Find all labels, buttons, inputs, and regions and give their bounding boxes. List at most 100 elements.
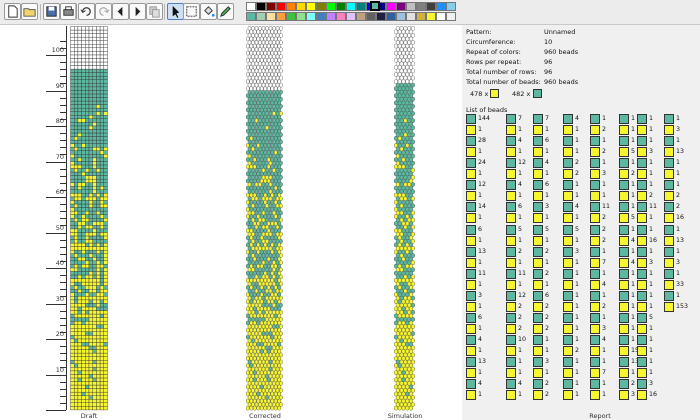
bead-cell[interactable] [279, 381, 283, 386]
bead-cell[interactable] [268, 196, 273, 201]
bead-cell[interactable] [260, 199, 264, 205]
bead-cell[interactable] [253, 242, 257, 248]
bead-cell[interactable] [99, 189, 105, 194]
bead-cell[interactable] [85, 171, 90, 176]
bead-cell[interactable] [96, 104, 101, 109]
bead-cell[interactable] [261, 231, 266, 237]
bead-cell[interactable] [77, 210, 82, 215]
bead-cell[interactable] [77, 331, 82, 336]
bead-cell[interactable] [70, 225, 75, 230]
bead-cell[interactable] [251, 302, 255, 308]
bead-cell[interactable] [247, 331, 252, 336]
bead-cell[interactable] [103, 299, 108, 304]
bead-cell[interactable] [246, 207, 250, 212]
bead-cell[interactable] [96, 246, 101, 251]
bead-cell[interactable] [249, 349, 253, 354]
bead-cell[interactable] [247, 210, 252, 216]
bead-cell[interactable] [85, 313, 90, 318]
bead-cell[interactable] [267, 242, 271, 248]
bead-cell[interactable] [85, 100, 90, 105]
bead-cell[interactable] [99, 217, 105, 222]
bead-cell[interactable] [88, 157, 93, 162]
bead-cell[interactable] [99, 306, 105, 311]
bead-cell[interactable] [77, 203, 82, 208]
bead-cell[interactable] [99, 391, 105, 396]
bead-cell[interactable] [96, 360, 101, 364]
bead-cell[interactable] [92, 285, 97, 290]
bead-cell[interactable] [77, 299, 82, 304]
bead-cell[interactable] [270, 320, 274, 326]
bead-cell[interactable] [103, 338, 108, 343]
bead-cell[interactable] [92, 125, 97, 130]
bead-cell[interactable] [258, 196, 262, 201]
bead-cell[interactable] [77, 125, 82, 130]
bead-cell[interactable] [251, 210, 255, 216]
bead-cell[interactable] [265, 324, 269, 329]
bead-cell[interactable] [77, 139, 82, 144]
bead-cell[interactable] [77, 54, 82, 59]
bead-cell[interactable] [268, 352, 273, 358]
bead-cell[interactable] [85, 406, 90, 411]
bead-cell[interactable] [92, 345, 97, 350]
bead-cell[interactable] [96, 189, 101, 194]
bead-cell[interactable] [70, 125, 75, 130]
bead-cell[interactable] [77, 296, 82, 301]
bead-cell[interactable] [81, 249, 86, 254]
bead-cell[interactable] [92, 320, 97, 325]
bead-cell[interactable] [103, 306, 108, 311]
bead-cell[interactable] [99, 363, 105, 368]
bead-cell[interactable] [85, 150, 90, 155]
bead-cell[interactable] [85, 97, 90, 102]
bead-cell[interactable] [99, 100, 105, 105]
palette-swatch[interactable] [346, 2, 356, 11]
bead-cell[interactable] [277, 199, 281, 205]
bead-cell[interactable] [268, 26, 273, 31]
bead-cell[interactable] [77, 90, 82, 95]
color-picker-button[interactable] [217, 3, 234, 20]
bead-cell[interactable] [267, 278, 271, 283]
bead-cell[interactable] [77, 150, 82, 155]
bead-cell[interactable] [275, 260, 280, 265]
bead-cell[interactable] [270, 306, 274, 311]
bead-cell[interactable] [73, 79, 79, 84]
bead-cell[interactable] [99, 129, 105, 134]
bead-cell[interactable] [268, 302, 273, 308]
bead-cell[interactable] [246, 327, 250, 333]
bead-cell[interactable] [99, 264, 105, 269]
bead-cell[interactable] [85, 363, 90, 368]
bead-cell[interactable] [81, 395, 86, 400]
bead-cell[interactable] [246, 107, 250, 113]
bead-cell[interactable] [103, 51, 108, 56]
bead-cell[interactable] [99, 274, 105, 279]
bead-cell[interactable] [96, 221, 101, 226]
bead-cell[interactable] [81, 182, 86, 187]
bead-cell[interactable] [256, 228, 260, 233]
bead-cell[interactable] [70, 239, 75, 244]
bead-cell[interactable] [247, 274, 252, 280]
bead-cell[interactable] [96, 100, 101, 105]
bead-cell[interactable] [70, 175, 75, 180]
bead-cell[interactable] [96, 225, 101, 230]
bead-cell[interactable] [96, 132, 101, 137]
bead-cell[interactable] [103, 157, 108, 162]
bead-cell[interactable] [70, 33, 75, 38]
bead-cell[interactable] [99, 200, 105, 205]
bead-cell[interactable] [247, 189, 252, 194]
bead-cell[interactable] [73, 93, 79, 98]
bead-cell[interactable] [81, 189, 86, 194]
bead-cell[interactable] [103, 44, 108, 48]
bead-cell[interactable] [99, 29, 105, 34]
bead-cell[interactable] [246, 313, 250, 319]
bead-cell[interactable] [73, 154, 79, 159]
bead-cell[interactable] [103, 402, 108, 407]
bead-cell[interactable] [263, 320, 267, 326]
bead-cell[interactable] [85, 175, 90, 180]
bead-cell[interactable] [258, 310, 262, 315]
bead-cell[interactable] [270, 370, 274, 375]
bead-cell[interactable] [103, 107, 108, 112]
bead-cell[interactable] [103, 406, 108, 411]
bead-cell[interactable] [73, 342, 79, 347]
bead-cell[interactable] [277, 384, 281, 390]
bead-cell[interactable] [99, 47, 105, 52]
bead-cell[interactable] [88, 289, 93, 293]
